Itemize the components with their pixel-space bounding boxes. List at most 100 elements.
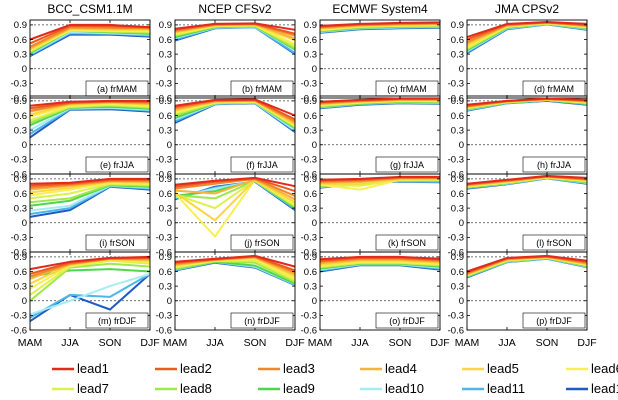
column-title: NCEP CFSv2	[198, 2, 271, 16]
panel-label: (j) frSON	[244, 238, 280, 248]
y-tick-label: -0.3	[448, 79, 464, 90]
legend-label: lead9	[283, 381, 315, 396]
panel-label: (d) frMAM	[534, 84, 574, 94]
y-tick-label: 0	[167, 296, 172, 307]
y-tick-label: 0	[22, 218, 27, 229]
y-tick-label: 0.6	[304, 189, 317, 200]
y-tick-label: 0.9	[14, 96, 27, 107]
y-tick-label: 0.9	[304, 20, 317, 31]
series-line-lead4	[174, 178, 296, 201]
y-tick-label: 0	[22, 140, 27, 151]
y-tick-label: 0	[167, 64, 172, 75]
y-tick-label: 0	[312, 64, 317, 75]
panel: 0.9 0.6 0.3 0 -0.3 -0.6 (e) frJJA	[11, 95, 151, 180]
panel-label: (m) frDJF	[98, 316, 136, 326]
series-line-lead1	[29, 177, 150, 185]
legend-label: lead4	[385, 361, 417, 376]
y-tick-label: 0.6	[451, 267, 464, 278]
y-tick-label: 0.6	[14, 267, 27, 278]
series-line-lead1	[29, 99, 150, 107]
legend-label: lead2	[180, 361, 212, 376]
series-line-lead1	[174, 98, 296, 117]
y-tick-label: 0.3	[159, 125, 172, 136]
y-tick-label: 0	[312, 218, 317, 229]
y-tick-label: -0.3	[301, 79, 317, 90]
y-tick-label: 0.9	[159, 20, 172, 31]
y-tick-label: -0.3	[156, 311, 172, 322]
y-tick-label: 0	[22, 64, 27, 75]
y-tick-label: -0.6	[156, 325, 172, 336]
x-tick-label: SON	[536, 337, 559, 349]
panel-label: (l) frSON	[536, 238, 572, 248]
panel: 0.9 0.6 0.3 0 -0.3 -0.6 (d) frMAM	[448, 19, 588, 104]
panel: 0.9 0.6 0.3 0 -0.3 -0.6 (o) frDJF	[301, 251, 441, 336]
panel-label-box	[375, 234, 439, 251]
y-tick-label: 0.9	[14, 20, 27, 31]
panel-frame	[174, 251, 296, 331]
series-line-lead1	[466, 97, 588, 106]
y-tick-label: 0.3	[451, 203, 464, 214]
panel-label: (a) frMAM	[97, 84, 137, 94]
panel-label: (c) frMAM	[387, 84, 427, 94]
column-title: ECMWF System4	[332, 2, 428, 16]
y-tick-label: -0.6	[301, 93, 317, 104]
panel: 0.9 0.6 0.3 0 -0.3 -0.6 (m) frDJF	[11, 251, 151, 336]
series-line-lead1	[466, 254, 588, 273]
x-tick-label: DJF	[285, 337, 304, 349]
panel: 0.9 0.6 0.3 0 -0.3 -0.6 (g) frJJA	[301, 95, 441, 180]
x-tick-label: JJA	[206, 337, 224, 349]
y-tick-label: 0.6	[304, 267, 317, 278]
panel-label: (k) frSON	[388, 238, 426, 248]
y-tick-label: 0.3	[304, 203, 317, 214]
series-line-lead1	[29, 23, 151, 41]
panel: 0.9 0.6 0.3 0 -0.3 -0.6 (n) frDJF	[156, 251, 296, 336]
legend-label: lead3	[283, 361, 315, 376]
panel-label: (e) frJJA	[100, 160, 134, 170]
panel-label-box	[230, 312, 294, 329]
y-tick-label: 0.9	[304, 174, 317, 185]
series-line-lead1	[319, 255, 441, 261]
x-tick-label: SON	[389, 337, 412, 349]
series-line-lead10	[29, 272, 151, 316]
x-tick-label: MAM	[18, 337, 43, 349]
series-line-lead1	[466, 174, 588, 185]
y-tick-label: 0.9	[159, 96, 172, 107]
y-tick-label: 0.6	[451, 111, 464, 122]
series-line-lead3	[174, 177, 296, 197]
series-line-lead1	[174, 176, 296, 188]
series-line-lead3	[29, 26, 151, 48]
panel: 0.9 0.6 0.3 0 -0.3 -0.6 (j) frSON	[156, 173, 296, 258]
panel: 0.9 0.6 0.3 0 -0.3 -0.6 (b) frMAM	[156, 19, 296, 104]
y-tick-label: 0	[459, 218, 464, 229]
y-tick-label: 0.9	[159, 252, 172, 263]
panel-label: (h) frJJA	[537, 160, 571, 170]
y-tick-label: 0.3	[159, 203, 172, 214]
y-tick-label: -0.6	[448, 325, 464, 336]
series-line-lead1	[29, 255, 151, 271]
legend-label: lead12	[591, 381, 618, 396]
x-tick-label: DJF	[140, 337, 159, 349]
legend-label: lead6	[591, 361, 618, 376]
y-tick-label: 0.6	[14, 111, 27, 122]
x-tick-label: JJA	[351, 337, 369, 349]
y-tick-label: 0	[312, 296, 317, 307]
y-tick-label: 0.6	[159, 35, 172, 46]
y-tick-label: -0.6	[156, 247, 172, 258]
legend-label: lead1	[77, 361, 109, 376]
series-line-lead11	[29, 273, 151, 319]
y-tick-label: -0.6	[156, 169, 172, 180]
y-tick-label: 0.9	[14, 174, 27, 185]
y-tick-label: 0	[459, 296, 464, 307]
y-tick-label: -0.6	[448, 169, 464, 180]
series-line-lead5	[174, 178, 296, 222]
y-tick-label: 0.3	[304, 125, 317, 136]
y-tick-label: -0.3	[448, 233, 464, 244]
legend-label: lead11	[487, 381, 525, 396]
y-tick-label: -0.6	[156, 93, 172, 104]
series-line-lead1	[466, 21, 588, 39]
y-tick-label: 0	[459, 64, 464, 75]
panel-frame	[466, 251, 588, 331]
panel-frame	[319, 19, 441, 99]
x-tick-label: MAM	[163, 337, 188, 349]
